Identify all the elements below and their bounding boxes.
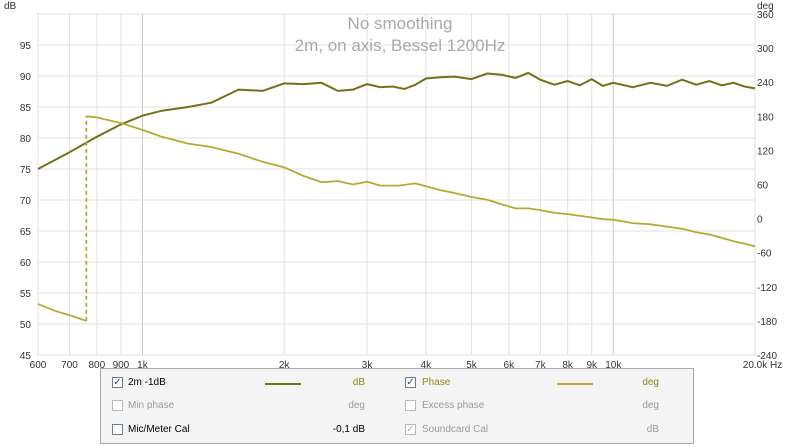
y-tick-label: 70 xyxy=(20,196,32,207)
series-group xyxy=(37,71,756,322)
x-tick-label: 10k xyxy=(605,360,622,368)
chart-subtitle: 2m, on axis, Bessel 1200Hz xyxy=(295,36,506,55)
frequency-response-chart: 600 700 800 900 1k 2k 3k 4k 5k 6k 7k 8k 9k 10k 20,0k45… xyxy=(4,1,782,368)
x-tick-label: 6k xyxy=(504,360,516,368)
phase-checkbox[interactable]: ✓ xyxy=(405,377,416,388)
y-tick-label: 60 xyxy=(20,258,32,269)
y2-tick-label: 120 xyxy=(757,146,774,157)
phase-line-segment xyxy=(37,303,87,322)
legend-row: Min phase deg Excess phase deg xyxy=(101,396,693,416)
y2-tick-label: 240 xyxy=(757,78,774,89)
series-1-swatch xyxy=(265,383,301,385)
y-tick-label: 65 xyxy=(20,227,32,238)
soundcard-cal-checkbox[interactable]: ✓ xyxy=(405,424,416,435)
series-1-label: 2m -1dB xyxy=(128,377,166,388)
y2-tick-label: 300 xyxy=(757,44,774,55)
x-tick-label: 7k xyxy=(535,360,547,368)
mic-meter-cal-label: Mic/Meter Cal xyxy=(128,424,190,435)
x-tick-label: 2k xyxy=(279,360,291,368)
min-phase-unit: deg xyxy=(348,400,365,411)
min-phase-checkbox[interactable] xyxy=(112,400,123,411)
y2-tick-label: 0 xyxy=(757,215,763,226)
series-1-unit: dB xyxy=(352,377,365,388)
chart-title: No smoothing xyxy=(348,14,453,33)
x-tick-label: 9k xyxy=(586,360,598,368)
phase-swatch xyxy=(557,383,593,385)
y-tick-label: 90 xyxy=(20,72,32,83)
x-tick-label: 1k xyxy=(137,360,149,368)
y2-tick-label: 360 xyxy=(757,10,774,21)
y-tick-label: 50 xyxy=(20,320,32,331)
x-tick-label: 5k xyxy=(466,360,478,368)
y-tick-label: 45 xyxy=(20,351,32,362)
mic-meter-cal-checkbox[interactable] xyxy=(112,424,123,435)
legend-row: ✓ 2m -1dB dB ✓ Phase deg xyxy=(101,373,693,393)
y2-tick-label: -120 xyxy=(757,283,777,294)
y-tick-label: 85 xyxy=(20,103,32,114)
legend-panel: ✓ 2m -1dB dB ✓ Phase deg Min phase deg E… xyxy=(100,368,694,444)
phase-unit: deg xyxy=(642,377,659,388)
x-tick-label: 3k xyxy=(362,360,374,368)
y2-tick-label: -180 xyxy=(757,317,777,328)
mic-meter-cal-value: -0,1 dB xyxy=(332,424,365,435)
y2-tick-label: -60 xyxy=(757,249,772,260)
excess-phase-label: Excess phase xyxy=(422,400,485,411)
phase-line xyxy=(86,115,756,248)
y-axis-label: dB xyxy=(4,1,17,12)
min-phase-label: Min phase xyxy=(128,400,175,411)
series-1-checkbox[interactable]: ✓ xyxy=(112,377,123,388)
x-tick-label: 8k xyxy=(562,360,574,368)
spl-line xyxy=(37,71,756,170)
phase-label: Phase xyxy=(422,377,451,388)
excess-phase-checkbox[interactable] xyxy=(405,400,416,411)
x-tick-label: 900 xyxy=(113,360,130,368)
soundcard-cal-label: Soundcard Cal xyxy=(422,424,489,435)
excess-phase-unit: deg xyxy=(642,400,659,411)
x-tick-label: 700 xyxy=(61,360,78,368)
y-tick-label: 80 xyxy=(20,134,32,145)
x-tick-label: 20,0k xyxy=(743,360,768,368)
y2-axis-label: deg xyxy=(757,1,774,12)
y-tick-label: 55 xyxy=(20,289,32,300)
y2-tick-label: 60 xyxy=(757,181,769,192)
x-tick-label: 4k xyxy=(421,360,433,368)
grid xyxy=(37,13,756,356)
x-axis-unit: Hz xyxy=(770,360,782,368)
x-tick-label: 800 xyxy=(88,360,105,368)
plot-area[interactable] xyxy=(37,13,756,356)
y-tick-label: 95 xyxy=(20,41,32,52)
x-tick-label: 600 xyxy=(30,360,47,368)
y2-tick-label: 180 xyxy=(757,112,774,123)
soundcard-cal-unit: dB xyxy=(646,424,659,435)
y-tick-label: 75 xyxy=(20,165,32,176)
legend-row: Mic/Meter Cal -0,1 dB ✓ Soundcard Cal dB xyxy=(101,420,693,440)
y2-tick-label: -240 xyxy=(757,351,777,362)
tick-labels: 600 700 800 900 1k 2k 3k 4k 5k 6k 7k 8k 9k 10k 20,0k45… xyxy=(20,10,778,368)
